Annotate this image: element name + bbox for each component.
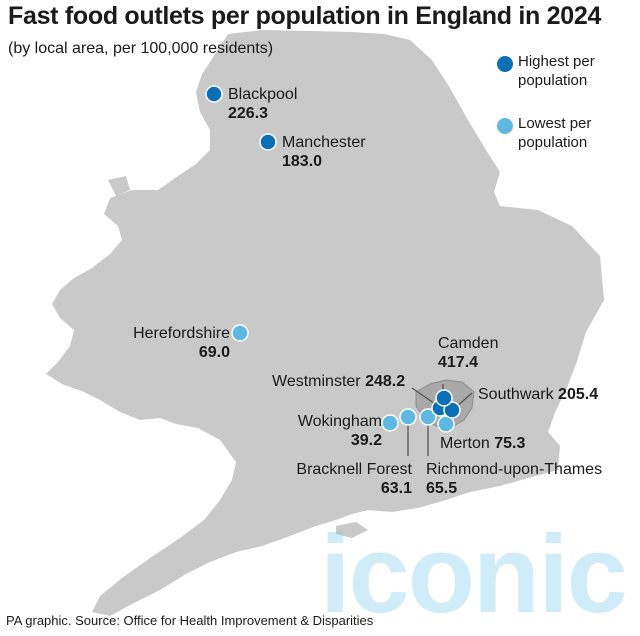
southwark-label: Southwark 205.4 [478, 385, 598, 404]
wokingham-name: Wokingham [297, 413, 382, 430]
herefordshire-label: Herefordshire 69.0 [116, 324, 230, 362]
richmond-marker [419, 408, 437, 426]
merton-name: Merton [440, 435, 490, 452]
manchester-value: 183.0 [282, 153, 323, 170]
blackpool-marker [205, 85, 223, 103]
richmond-label: Richmond-upon-Thames 65.5 [426, 460, 602, 498]
westminster-label: Westminster 248.2 [272, 372, 405, 391]
source-credit: PA graphic. Source: Office for Health Im… [6, 613, 374, 628]
merton-label: Merton 75.3 [440, 434, 525, 453]
southwark-name: Southwark [478, 386, 554, 403]
anglesey [108, 176, 130, 196]
manchester-marker [259, 133, 277, 151]
southwark-marker [443, 401, 461, 419]
wokingham-marker [381, 414, 399, 432]
herefordshire-marker [231, 324, 249, 342]
camden-name: Camden [438, 335, 499, 352]
bracknell-marker [399, 408, 417, 426]
england-landmass [46, 30, 604, 616]
southwark-value: 205.4 [558, 386, 599, 403]
blackpool-name: Blackpool [228, 86, 298, 103]
blackpool-value: 226.3 [228, 105, 269, 122]
camden-label: Camden 417.4 [438, 334, 498, 372]
legend-highest-label: Highest per population [518, 53, 595, 89]
manchester-label: Manchester 183.0 [282, 133, 366, 171]
richmond-value: 65.5 [426, 480, 458, 497]
iconic-watermark: iconic [320, 513, 628, 636]
isle-of-wight [336, 522, 368, 538]
blackpool-label: Blackpool 226.3 [228, 85, 297, 123]
richmond-name: Richmond-upon-Thames [426, 461, 603, 478]
camden-marker [435, 389, 453, 407]
merton-value: 75.3 [494, 435, 526, 452]
map-title: Fast food outlets per population in Engl… [8, 2, 602, 30]
legend-lowest-dot [497, 118, 513, 134]
herefordshire-name: Herefordshire [133, 325, 230, 342]
legend-highest-dot [497, 56, 513, 72]
herefordshire-value: 69.0 [198, 344, 230, 361]
bracknell-name: Bracknell Forest [296, 461, 412, 478]
bracknell-label: Bracknell Forest 63.1 [270, 460, 412, 498]
map-subtitle: (by local area, per 100,000 residents) [8, 40, 274, 57]
westminster-value: 248.2 [365, 373, 406, 390]
manchester-name: Manchester [282, 134, 366, 151]
camden-value: 417.4 [438, 354, 479, 371]
legend-lowest-label: Lowest per population [518, 115, 592, 151]
bracknell-value: 63.1 [380, 480, 412, 497]
westminster-name: Westminster [272, 373, 361, 390]
wokingham-value: 39.2 [350, 432, 382, 449]
wokingham-label: Wokingham 39.2 [268, 412, 382, 450]
